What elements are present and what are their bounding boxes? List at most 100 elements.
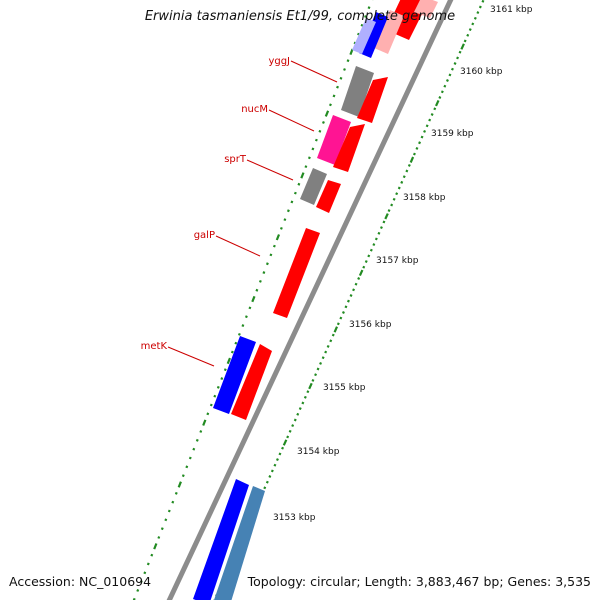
tick-minor bbox=[291, 424, 295, 428]
tick-minor bbox=[230, 350, 234, 354]
tick-minor bbox=[372, 243, 376, 247]
tick-minor bbox=[314, 373, 318, 377]
tick-minor bbox=[343, 68, 346, 71]
tick-minor bbox=[304, 165, 308, 169]
tick-minor bbox=[405, 169, 409, 173]
gene-label-leader bbox=[167, 346, 215, 367]
tick-minor bbox=[445, 79, 449, 82]
tick-minor bbox=[185, 465, 189, 469]
ruler-label: 3156 kbp bbox=[349, 320, 392, 330]
tick-minor bbox=[379, 226, 383, 230]
tick-minor bbox=[466, 33, 470, 37]
gene-bottom-reverse[interactable] bbox=[193, 479, 249, 600]
tick-minor bbox=[397, 186, 401, 190]
tick-minor bbox=[283, 218, 287, 222]
tick-minor bbox=[440, 90, 444, 94]
tick-minor bbox=[425, 124, 429, 128]
genome-backbone bbox=[166, 0, 454, 600]
tick-minor bbox=[364, 15, 367, 18]
tick-minor bbox=[339, 76, 343, 80]
tick-minor bbox=[387, 209, 391, 213]
ruler-label: 3154 kbp bbox=[297, 447, 340, 457]
tick-minor bbox=[262, 271, 266, 274]
tick-minor bbox=[456, 56, 460, 60]
tick-minor bbox=[400, 180, 404, 184]
tick-minor bbox=[346, 299, 350, 303]
tick-minor bbox=[143, 571, 147, 575]
tick-minor bbox=[174, 491, 178, 495]
tick-major bbox=[202, 419, 207, 426]
tick-minor bbox=[220, 377, 224, 380]
gene-nucM-block[interactable] bbox=[317, 115, 351, 165]
gene-label-text[interactable]: yggJ bbox=[268, 56, 290, 67]
tick-minor bbox=[188, 456, 192, 460]
tick-minor bbox=[353, 41, 357, 45]
tick-minor bbox=[213, 394, 217, 398]
gene-label-text[interactable]: sprT bbox=[224, 154, 247, 165]
gene-label-leader bbox=[290, 60, 338, 83]
tick-minor bbox=[241, 324, 245, 327]
tick-minor bbox=[290, 200, 294, 204]
tick-minor bbox=[418, 141, 422, 145]
tick-minor bbox=[415, 146, 419, 150]
gene-label-text[interactable]: metK bbox=[141, 341, 168, 352]
gene-metK-arrow[interactable] bbox=[231, 344, 272, 420]
ruler-label: 3160 kbp bbox=[460, 67, 503, 77]
tick-minor bbox=[319, 361, 323, 365]
gene-arrow-top-forward-light[interactable] bbox=[374, 10, 404, 54]
tick-major bbox=[333, 326, 339, 333]
tick-minor bbox=[357, 277, 361, 280]
tick-minor bbox=[248, 306, 252, 310]
tick-minor bbox=[354, 282, 358, 286]
gene-sprT-arrow[interactable] bbox=[316, 180, 341, 213]
tick-major bbox=[275, 234, 281, 241]
gene-bottom-steel[interactable] bbox=[214, 486, 265, 600]
ruler-label: 3153 kbp bbox=[273, 513, 316, 523]
tick-minor bbox=[263, 486, 267, 490]
gene-sprT-block[interactable] bbox=[300, 168, 327, 205]
tick-minor bbox=[346, 59, 350, 63]
gene-arrow-top-light[interactable] bbox=[414, 0, 438, 18]
tick-minor bbox=[395, 192, 399, 196]
tick-minor bbox=[293, 191, 297, 195]
tick-minor bbox=[160, 527, 164, 531]
gene-nucM-arrow[interactable] bbox=[333, 124, 365, 172]
gene-label-text[interactable]: galP bbox=[194, 230, 215, 241]
tick-minor bbox=[392, 197, 396, 201]
tick-minor bbox=[367, 254, 371, 258]
gene-galP-arrow[interactable] bbox=[273, 228, 320, 318]
tick-row-inner bbox=[132, 0, 374, 600]
tick-minor bbox=[265, 262, 269, 266]
tick-minor bbox=[275, 458, 279, 462]
gene-yggJ-arrow[interactable] bbox=[357, 77, 388, 123]
tick-major bbox=[308, 382, 313, 390]
tick-minor bbox=[407, 163, 411, 167]
tick-minor bbox=[453, 62, 457, 65]
gene-arrow-top-reverse-light[interactable] bbox=[352, 18, 376, 54]
gene-label-galP: galP bbox=[194, 230, 261, 257]
tick-minor bbox=[321, 120, 325, 124]
tick-minor bbox=[321, 356, 325, 360]
gene-yggJ-block[interactable] bbox=[341, 66, 374, 117]
tick-minor bbox=[357, 32, 360, 36]
tick-minor bbox=[473, 16, 477, 20]
tick-minor bbox=[293, 418, 297, 422]
tick-minor bbox=[443, 84, 447, 88]
gene-label-leader bbox=[246, 159, 294, 181]
tick-minor bbox=[206, 412, 210, 416]
gene-metK-block[interactable] bbox=[213, 336, 256, 414]
tick-minor bbox=[146, 562, 150, 566]
gene-label-nucM: nucM bbox=[241, 104, 315, 132]
tick-minor bbox=[412, 152, 416, 156]
gene-label-sprT: sprT bbox=[224, 154, 294, 181]
tick-minor bbox=[344, 305, 348, 309]
ruler-label: 3159 kbp bbox=[431, 129, 474, 139]
tick-major bbox=[434, 99, 440, 107]
gene-label-text[interactable]: nucM bbox=[241, 104, 268, 115]
tick-minor bbox=[362, 265, 366, 269]
gene-arrow-top-reverse[interactable] bbox=[359, 12, 388, 58]
tick-minor bbox=[286, 209, 290, 213]
tick-major bbox=[153, 543, 158, 550]
tick-minor bbox=[339, 316, 343, 320]
